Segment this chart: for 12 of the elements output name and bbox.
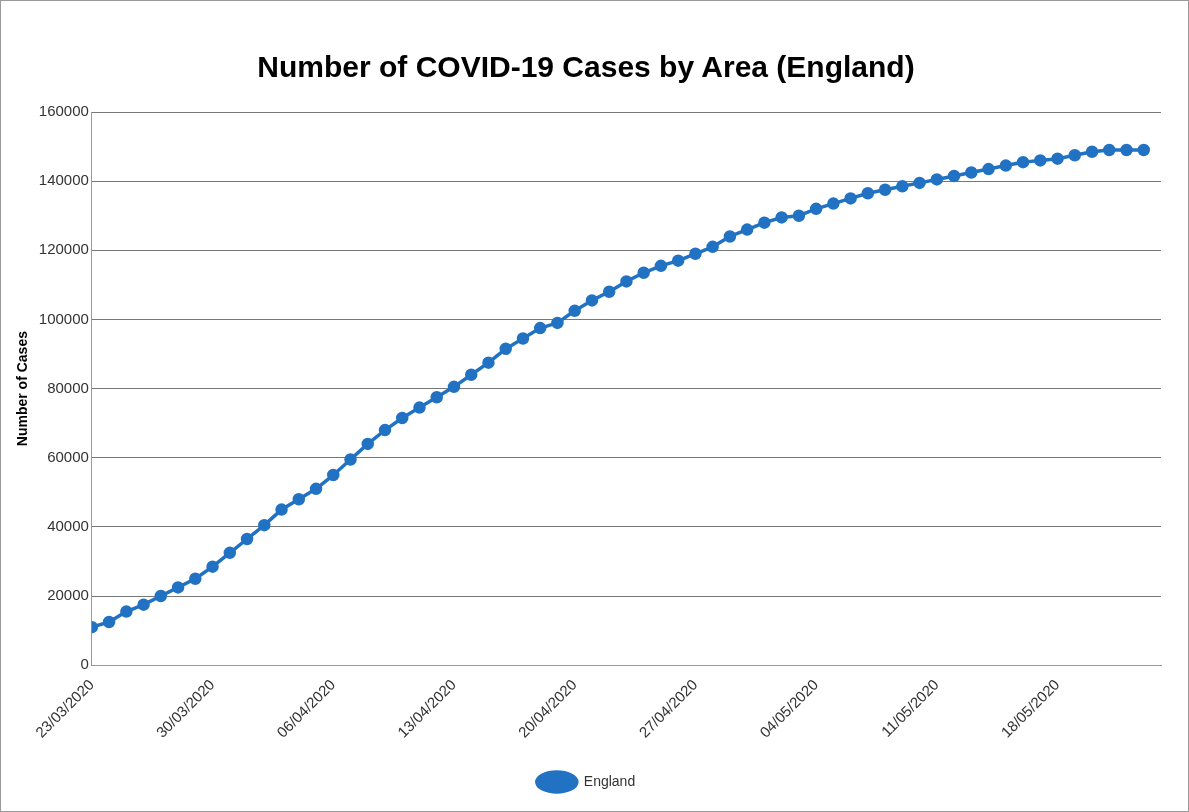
legend-label: England — [583, 772, 636, 789]
y-tick-label: 80000 — [47, 378, 89, 396]
y-tick-label: 120000 — [38, 240, 89, 258]
y-tick-label: 140000 — [38, 171, 89, 189]
y-tick-label: 60000 — [47, 447, 89, 465]
y-tick-label: 0 — [80, 655, 89, 673]
y-tick-label: 100000 — [38, 309, 89, 327]
y-axis-title: Number of Cases — [14, 330, 31, 447]
y-tick-label: 160000 — [38, 102, 89, 120]
chart-title: Number of COVID-19 Cases by Area (England) — [257, 50, 915, 84]
y-tick-label: 20000 — [47, 586, 89, 604]
y-tick-label: 40000 — [47, 517, 89, 535]
